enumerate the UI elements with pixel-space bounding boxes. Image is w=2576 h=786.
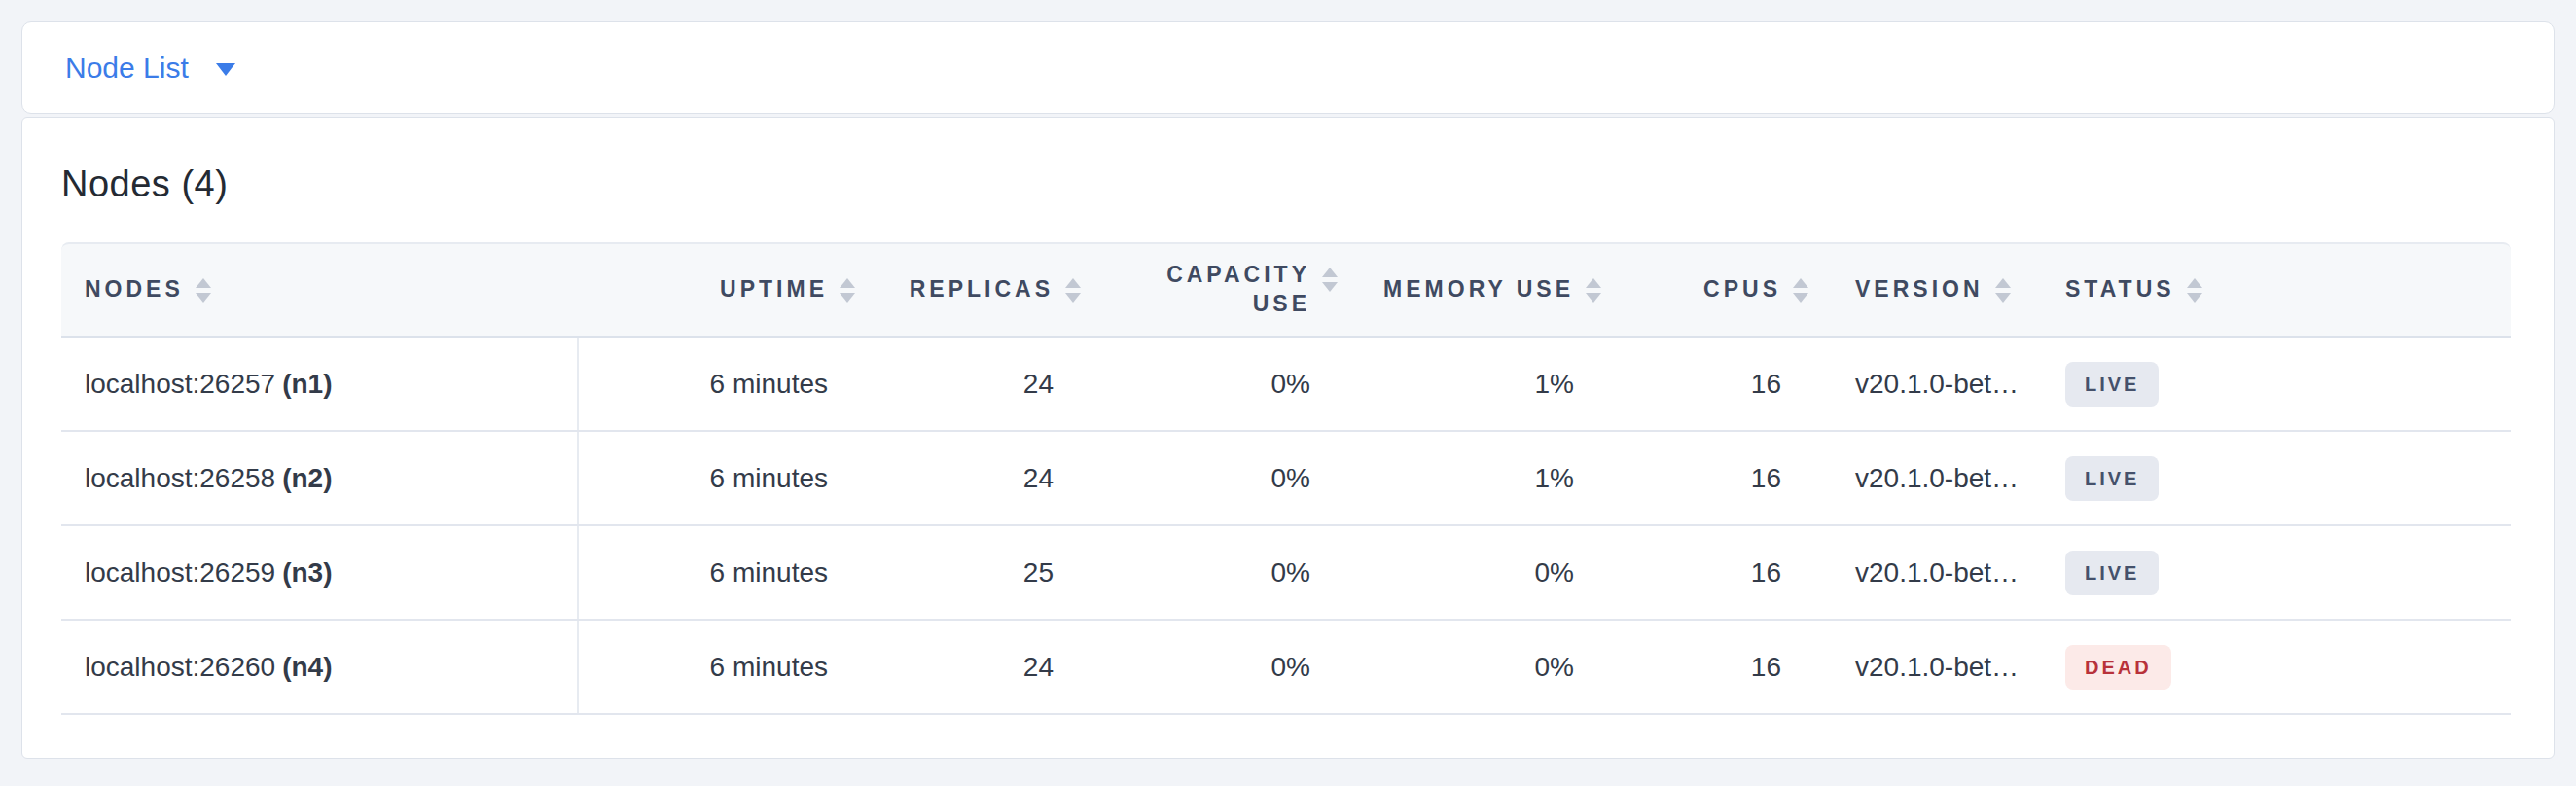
status-cell: LIVE — [2042, 432, 2511, 524]
column-header-uptime[interactable]: UPTIME — [579, 244, 871, 336]
node-id: (n1) — [282, 369, 332, 400]
uptime-cell: 6 minutes — [579, 526, 871, 619]
status-badge: LIVE — [2065, 456, 2159, 501]
capacity-cell: 0% — [1096, 338, 1353, 430]
memory-cell: 1% — [1353, 338, 1617, 430]
uptime-cell: 6 minutes — [579, 338, 871, 430]
column-header-nodes[interactable]: NODES — [61, 244, 579, 336]
replicas-cell: 25 — [871, 526, 1096, 619]
column-label: REPLICAS — [910, 275, 1054, 304]
table-row: localhost:26258(n2)6 minutes240%1%16v20.… — [61, 432, 2511, 526]
sort-icon — [196, 278, 211, 303]
node-address: localhost:26259 — [85, 557, 275, 589]
table-row: localhost:26260(n4)6 minutes240%0%16v20.… — [61, 621, 2511, 715]
cpus-cell: 16 — [1617, 621, 1824, 713]
column-label: CPUS — [1703, 275, 1781, 304]
capacity-cell: 0% — [1096, 526, 1353, 619]
node-id: (n2) — [282, 463, 332, 494]
status-badge: LIVE — [2065, 362, 2159, 407]
table-body: localhost:26257(n1)6 minutes240%1%16v20.… — [61, 338, 2511, 715]
status-badge: LIVE — [2065, 551, 2159, 595]
table-row: localhost:26257(n1)6 minutes240%1%16v20.… — [61, 338, 2511, 432]
column-label: VERSION — [1855, 275, 1984, 304]
capacity-cell: 0% — [1096, 621, 1353, 713]
version-cell: v20.1.0-bet… — [1824, 621, 2042, 713]
cpus-cell: 16 — [1617, 526, 1824, 619]
capacity-cell: 0% — [1096, 432, 1353, 524]
replicas-cell: 24 — [871, 432, 1096, 524]
column-header-memory[interactable]: MEMORY USE — [1353, 244, 1617, 336]
column-header-version[interactable]: VERSION — [1824, 244, 2042, 336]
sort-icon — [1586, 278, 1601, 303]
status-cell: DEAD — [2042, 621, 2511, 713]
column-header-replicas[interactable]: REPLICAS — [871, 244, 1096, 336]
memory-cell: 1% — [1353, 432, 1617, 524]
uptime-cell: 6 minutes — [579, 432, 871, 524]
node-id: (n3) — [282, 557, 332, 589]
node-address: localhost:26260 — [85, 652, 275, 683]
cpus-cell: 16 — [1617, 338, 1824, 430]
node-address-cell[interactable]: localhost:26260(n4) — [61, 621, 579, 713]
replicas-cell: 24 — [871, 338, 1096, 430]
cpus-cell: 16 — [1617, 432, 1824, 524]
sort-icon — [1995, 278, 2011, 303]
column-label: MEMORY USE — [1383, 275, 1574, 304]
column-label: CAPACITY USE — [1164, 261, 1310, 319]
table-header-row: NODES UPTIME REPLICAS CAPACITY USE MEMORY US… — [61, 242, 2511, 338]
memory-cell: 0% — [1353, 526, 1617, 619]
sort-icon — [1793, 278, 1808, 303]
uptime-cell: 6 minutes — [579, 621, 871, 713]
status-badge: DEAD — [2065, 645, 2171, 690]
memory-cell: 0% — [1353, 621, 1617, 713]
sort-icon — [1322, 268, 1338, 292]
status-cell: LIVE — [2042, 338, 2511, 430]
caret-down-icon — [216, 63, 235, 76]
replicas-cell: 24 — [871, 621, 1096, 713]
version-cell: v20.1.0-bet… — [1824, 526, 2042, 619]
column-label: UPTIME — [720, 275, 828, 304]
view-selector-bar: Node List — [21, 21, 2555, 114]
nodes-table: NODES UPTIME REPLICAS CAPACITY USE MEMORY US… — [61, 242, 2511, 715]
version-cell: v20.1.0-bet… — [1824, 432, 2042, 524]
node-address-cell[interactable]: localhost:26257(n1) — [61, 338, 579, 430]
column-label: STATUS — [2065, 275, 2175, 304]
page-title: Nodes (4) — [61, 162, 2515, 205]
node-id: (n4) — [282, 652, 332, 683]
column-header-cpus[interactable]: CPUS — [1617, 244, 1824, 336]
node-address-cell[interactable]: localhost:26259(n3) — [61, 526, 579, 619]
node-address: localhost:26257 — [85, 369, 275, 400]
version-cell: v20.1.0-bet… — [1824, 338, 2042, 430]
nodes-card: Nodes (4) NODES UPTIME REPLICAS CAPACITY US… — [21, 117, 2555, 759]
view-dropdown[interactable]: Node List — [65, 54, 235, 83]
column-header-capacity[interactable]: CAPACITY USE — [1096, 244, 1353, 336]
sort-icon — [840, 278, 855, 303]
sort-icon — [1065, 278, 1081, 303]
column-label: NODES — [85, 275, 184, 304]
sort-icon — [2187, 278, 2202, 303]
column-header-status[interactable]: STATUS — [2042, 244, 2511, 336]
table-row: localhost:26259(n3)6 minutes250%0%16v20.… — [61, 526, 2511, 621]
status-cell: LIVE — [2042, 526, 2511, 619]
node-address-cell[interactable]: localhost:26258(n2) — [61, 432, 579, 524]
view-dropdown-label: Node List — [65, 54, 189, 83]
node-address: localhost:26258 — [85, 463, 275, 494]
